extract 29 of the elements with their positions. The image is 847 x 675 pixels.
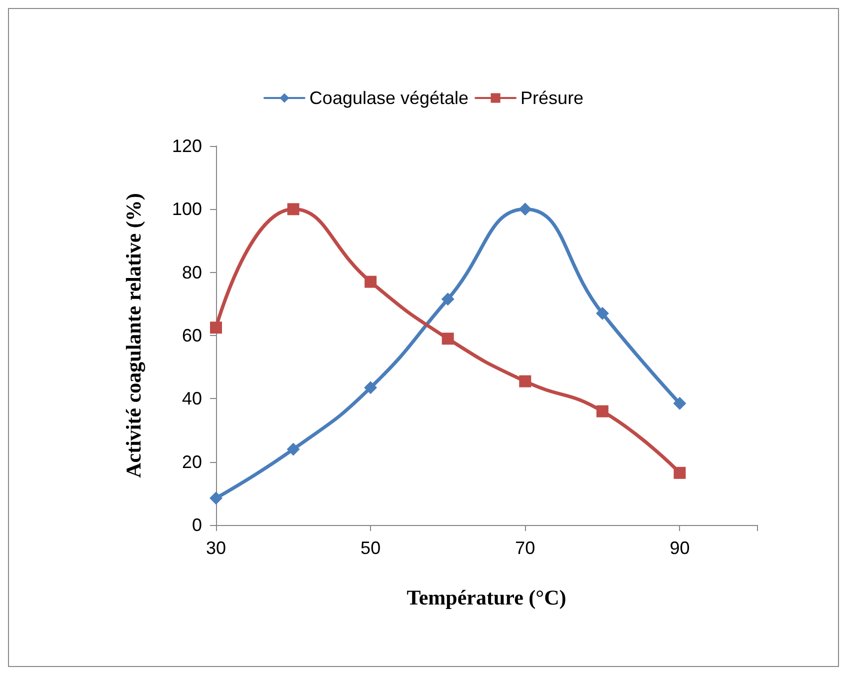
x-tick-label: 90 — [670, 538, 690, 558]
legend-label: Coagulase végétale — [309, 88, 469, 108]
y-tick-label: 20 — [182, 452, 202, 472]
y-tick-label: 60 — [182, 326, 202, 346]
y-tick-label: 40 — [182, 388, 202, 409]
point — [596, 405, 608, 418]
y-tick-label: 0 — [192, 515, 202, 535]
point — [518, 202, 532, 216]
point — [596, 306, 609, 320]
point — [364, 276, 377, 288]
x-axis-title: Température (°C) — [406, 586, 566, 610]
y-tick-label: 80 — [182, 262, 202, 282]
x-tick-label: 50 — [360, 538, 381, 558]
point — [287, 203, 300, 216]
point — [210, 492, 222, 505]
legend-label: Présure — [520, 88, 584, 108]
point — [441, 292, 454, 306]
point — [364, 381, 378, 394]
y-tick-label: 120 — [172, 136, 202, 156]
point — [673, 396, 686, 410]
point — [442, 332, 454, 345]
y-tick-label: 100 — [172, 199, 202, 220]
point — [519, 375, 532, 388]
point — [674, 466, 686, 479]
point — [286, 442, 300, 456]
y-axis-title: Activité coagulante relative (%) — [122, 193, 146, 478]
x-tick-label: 70 — [515, 538, 536, 558]
point — [210, 322, 222, 334]
x-tick-label: 30 — [206, 538, 226, 558]
